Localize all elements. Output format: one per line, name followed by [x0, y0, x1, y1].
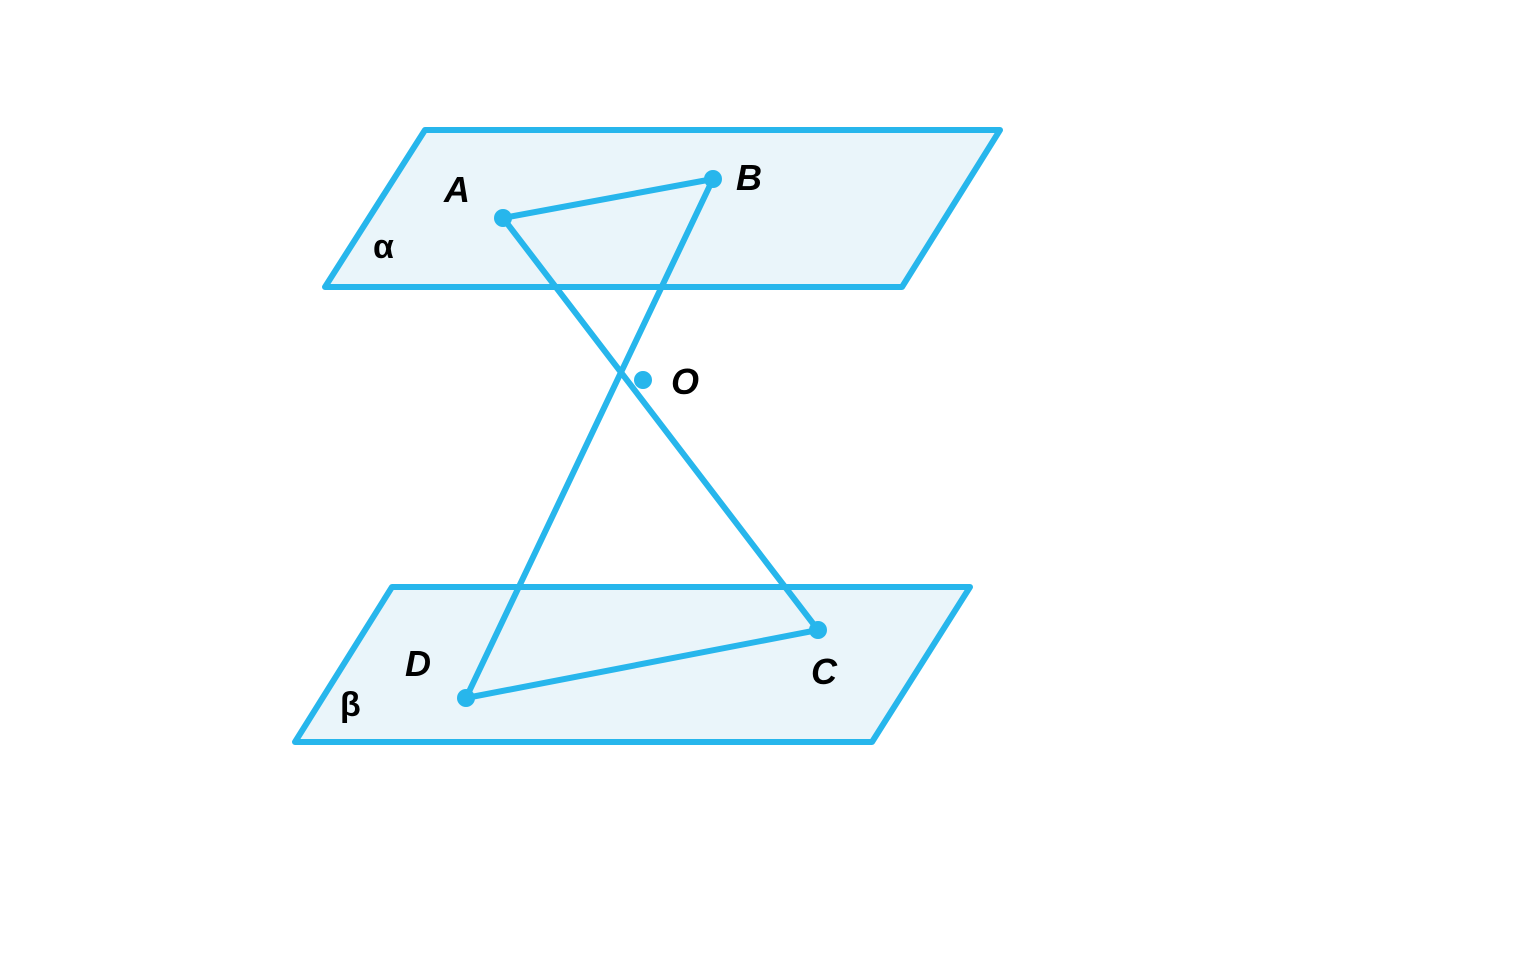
label-plane-beta: β	[340, 686, 361, 724]
point-D	[457, 689, 475, 707]
point-O	[634, 371, 652, 389]
label-point-D: D	[405, 643, 431, 684]
diagram-svg: A B O C Dα β	[270, 100, 1110, 750]
plane-alpha	[325, 130, 1000, 287]
point-A	[494, 209, 512, 227]
label-point-B: B	[736, 157, 762, 198]
label-point-C: C	[811, 651, 838, 692]
point-C	[809, 621, 827, 639]
label-point-O: O	[671, 361, 699, 402]
label-plane-alpha: α	[373, 228, 394, 266]
geometry-diagram: A B O C Dα β	[270, 100, 1110, 750]
label-point-A: A	[443, 169, 470, 210]
point-B	[704, 170, 722, 188]
